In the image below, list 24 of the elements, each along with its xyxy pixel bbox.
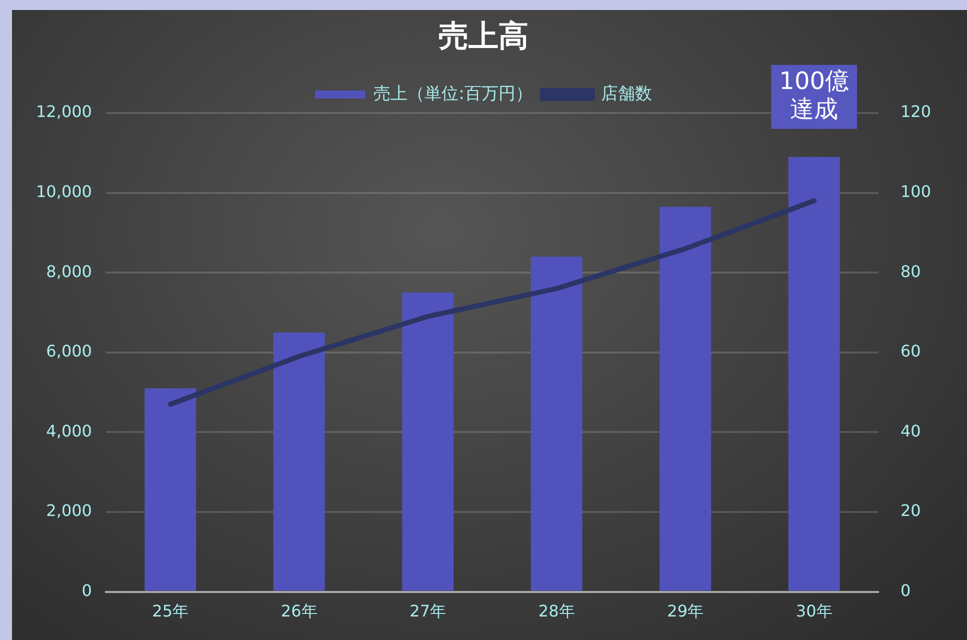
annotation: 100億達成	[779, 67, 849, 124]
legend-label: 売上（単位:百万円）	[374, 84, 532, 104]
y2-tick-label: 120	[900, 102, 932, 122]
x-tick-label: 30年	[796, 602, 832, 621]
chart-title: 売上高	[438, 18, 528, 54]
x-tick-label: 29年	[667, 602, 704, 621]
y-tick-label: 4,000	[46, 421, 92, 440]
x-tick-label: 26年	[280, 602, 318, 621]
y2-tick-label: 0	[900, 580, 911, 600]
y-tick-label: 10,000	[36, 182, 92, 201]
x-tick-label: 28年	[538, 602, 575, 621]
y2-tick-label: 80	[900, 262, 921, 281]
legend-label: 店舗数	[600, 84, 652, 104]
y-tick-label: 8,000	[46, 262, 92, 281]
y2-tick-label: 40	[900, 421, 921, 440]
x-tick-label: 25年	[152, 602, 189, 621]
y2-tick-label: 60	[900, 342, 921, 361]
y2-tick-label: 20	[900, 501, 921, 520]
x-tick-label: 27年	[410, 602, 446, 621]
y-tick-label: 12,000	[36, 102, 92, 122]
y2-tick-label: 100	[900, 182, 932, 201]
y-tick-label: 6,000	[46, 342, 92, 361]
y-tick-label: 2,000	[46, 501, 92, 520]
y-tick-label: 0	[82, 580, 92, 600]
